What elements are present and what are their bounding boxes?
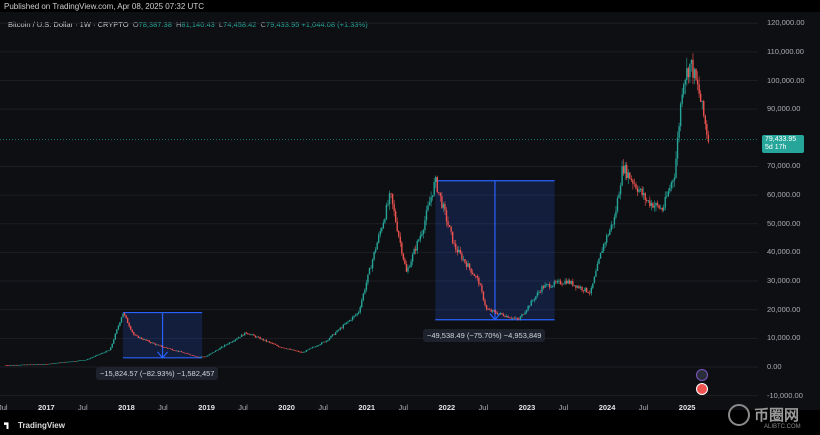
price-tick-label: 120,000.00 xyxy=(767,18,805,28)
last-price-value: 79,433.95 xyxy=(765,136,797,143)
watermark-subtext: ALIBTC.COM xyxy=(764,424,801,430)
price-tick-label: 0.00 xyxy=(767,362,782,371)
symbol-legend: Bitcoin / U.S. Dollar · 1W · CRYPTO O78,… xyxy=(8,20,368,29)
tradingview-mark-icon xyxy=(4,422,9,430)
time-tick-label: Jul xyxy=(78,403,88,412)
price-tick-label: 10,000.00 xyxy=(767,333,801,343)
time-tick-label: 2021 xyxy=(358,403,376,412)
price-tick-label: 90,000.00 xyxy=(767,104,801,114)
time-tick-label: Jul xyxy=(0,403,8,412)
measure-label-2022: −49,538.49 (−75.70%) −4,953,849 xyxy=(423,329,546,342)
high-value: 81,140.43 xyxy=(181,20,215,29)
time-tick-label: 2024 xyxy=(598,403,616,412)
price-tick-label: 110,000.00 xyxy=(767,46,804,56)
price-tick-label: 60,000.00 xyxy=(767,190,801,200)
watermark: 币圈网 ALIBTC.COM xyxy=(728,402,818,432)
time-tick-label: Jul xyxy=(558,403,569,412)
bottom-bar xyxy=(0,417,820,435)
time-tick-label: Jul xyxy=(478,403,489,412)
change-value: +1,044.08 (+1.33%) xyxy=(301,20,368,29)
open-label: O xyxy=(132,20,139,29)
time-tick-label: Jul xyxy=(318,403,328,412)
low-value: 74,458.42 xyxy=(223,20,257,29)
time-tick-label: Jul xyxy=(238,403,248,412)
time-tick-label: 2025 xyxy=(678,403,696,412)
price-tick-label: 30,000.00 xyxy=(767,276,801,286)
tradingview-brand: TradingView xyxy=(18,421,65,430)
price-tick-label: -10,000.00 xyxy=(767,390,803,400)
published-text: Published on TradingView.com, Apr 08, 20… xyxy=(4,2,204,11)
price-tick-label: 20,000.00 xyxy=(767,304,801,314)
time-tick-label: 2018 xyxy=(118,403,135,412)
time-tick-label: 2017 xyxy=(38,403,55,412)
time-tick-label: 2020 xyxy=(278,403,295,412)
last-price-tag: 79,433.95 5d 17h xyxy=(762,135,804,153)
open-value: 78,387.38 xyxy=(138,20,172,29)
symbol-name: Bitcoin / U.S. Dollar · 1W · CRYPTO xyxy=(8,20,129,29)
high-label: H xyxy=(176,20,182,29)
price-tick-label: 70,000.00 xyxy=(767,161,801,171)
chart-area[interactable] xyxy=(0,12,758,410)
measure-label-2018: −15,824.57 (−82.93%) −1,582,457 xyxy=(96,367,219,380)
top-bar: Published on TradingView.com, Apr 08, 20… xyxy=(0,0,820,12)
watermark-logo-icon xyxy=(728,404,750,426)
time-tick-label: 2023 xyxy=(518,403,536,412)
time-tick-label: Jul xyxy=(638,403,649,412)
price-tick-label: 100,000.00 xyxy=(767,75,805,85)
watermark-text: 币圈网 xyxy=(754,407,800,424)
price-tick-label: 40,000.00 xyxy=(767,247,801,257)
low-label: L xyxy=(218,20,224,29)
time-tick-label: 2022 xyxy=(438,403,456,412)
time-tick-label: Jul xyxy=(158,403,168,412)
close-label: C xyxy=(260,20,266,29)
lightning-icon[interactable] xyxy=(696,369,708,381)
price-axis[interactable] xyxy=(758,12,820,410)
flag-icon[interactable] xyxy=(696,383,708,395)
time-tick-label: Jul xyxy=(398,403,409,412)
tradingview-logo: TradingView xyxy=(4,421,65,430)
time-tick-label: 2019 xyxy=(198,403,215,412)
price-tick-label: 50,000.00 xyxy=(767,218,801,228)
bar-countdown: 5d 17h xyxy=(765,144,787,151)
close-value: 79,433.95 xyxy=(265,20,300,29)
